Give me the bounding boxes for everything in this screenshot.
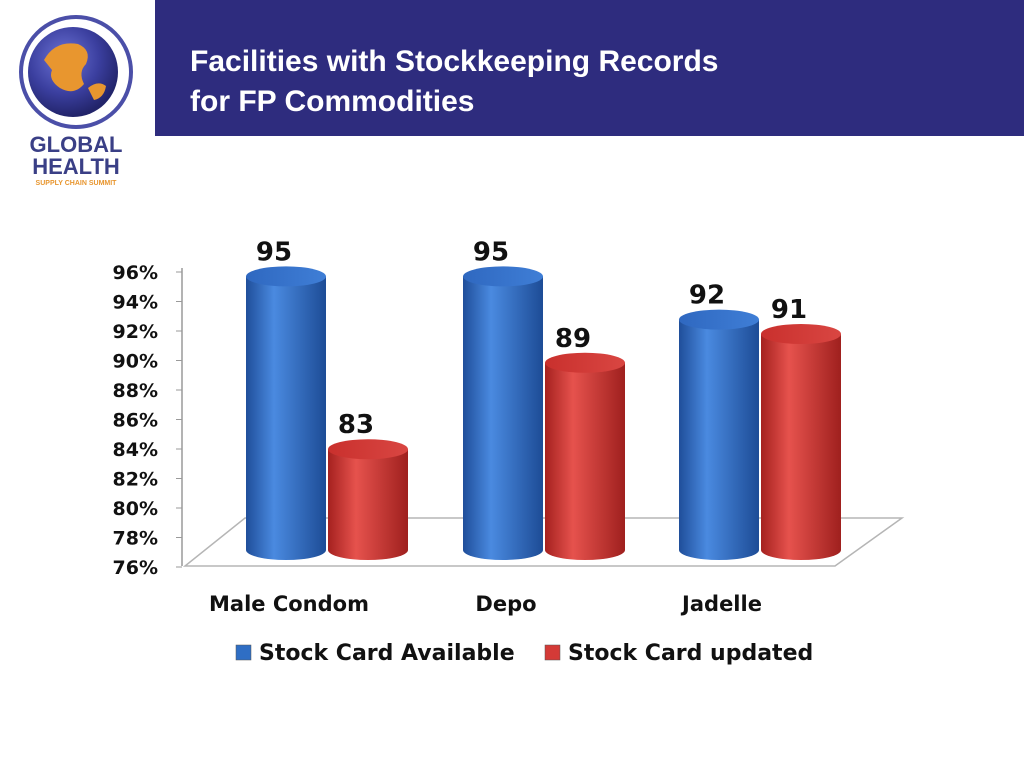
bar-male-condom-series-1 <box>328 439 408 560</box>
data-label: 92 <box>689 281 725 311</box>
bar-top <box>545 352 625 373</box>
bar-body <box>545 362 625 560</box>
x-category-label: Male Condom <box>209 592 369 616</box>
y-tick-label: 94% <box>113 292 158 314</box>
bar-top <box>679 309 759 330</box>
data-label: 83 <box>338 410 374 440</box>
bar-jadelle-series-1 <box>761 324 841 560</box>
data-label: 91 <box>771 295 807 325</box>
data-label: 95 <box>473 237 509 267</box>
bar-body <box>463 276 543 560</box>
globe-logo-icon: GLOBAL HEALTH SUPPLY CHAIN SUMMIT <box>19 15 133 187</box>
bar-body <box>328 449 408 560</box>
bar-jadelle-series-0 <box>679 309 759 560</box>
bar-depo-series-0 <box>463 266 543 560</box>
y-tick-label: 90% <box>113 351 158 373</box>
x-category-label: Depo <box>475 592 536 616</box>
bar-top <box>246 266 326 287</box>
title-line-2: for FP Commodities <box>190 85 475 118</box>
svg-text:GLOBAL: GLOBAL <box>30 132 123 157</box>
bar-body <box>761 334 841 560</box>
y-tick-label: 96% <box>113 262 158 284</box>
svg-text:SUPPLY CHAIN SUMMIT: SUPPLY CHAIN SUMMIT <box>36 180 118 187</box>
bar-male-condom-series-0 <box>246 266 326 560</box>
bar-top <box>761 324 841 344</box>
x-category-label: Jadelle <box>680 592 762 616</box>
y-tick-label: 88% <box>113 380 158 402</box>
summit-logo: GLOBAL HEALTH SUPPLY CHAIN SUMMIT <box>0 0 155 200</box>
y-tick-label: 82% <box>113 469 158 491</box>
bar-body <box>246 276 326 560</box>
legend-swatch <box>235 644 252 661</box>
data-label: 89 <box>555 324 591 354</box>
legend-swatch <box>544 644 561 661</box>
header-bar: Facilities with Stockkeeping Records for… <box>155 0 1024 136</box>
title-line-1: Facilities with Stockkeeping Records <box>190 45 719 78</box>
svg-text:HEALTH: HEALTH <box>32 154 120 179</box>
data-label: 95 <box>256 237 292 267</box>
bar-body <box>679 319 759 560</box>
y-tick-label: 78% <box>113 528 158 550</box>
y-tick-label: 84% <box>113 439 158 461</box>
legend-label: Stock Card Available <box>259 641 515 666</box>
bar-top <box>463 266 543 287</box>
legend-label: Stock Card updated <box>568 641 813 666</box>
y-tick-label: 86% <box>113 410 158 432</box>
legend-item-series-0: Stock Card Available <box>235 641 515 666</box>
bar-depo-series-1 <box>545 352 625 560</box>
bar-top <box>328 439 408 460</box>
y-tick-label: 92% <box>113 321 158 343</box>
y-tick-label: 80% <box>113 498 158 520</box>
y-tick-label: 76% <box>113 557 158 579</box>
page-title: Facilities with Stockkeeping Records for… <box>190 42 719 122</box>
legend-item-series-1: Stock Card updated <box>544 641 813 666</box>
